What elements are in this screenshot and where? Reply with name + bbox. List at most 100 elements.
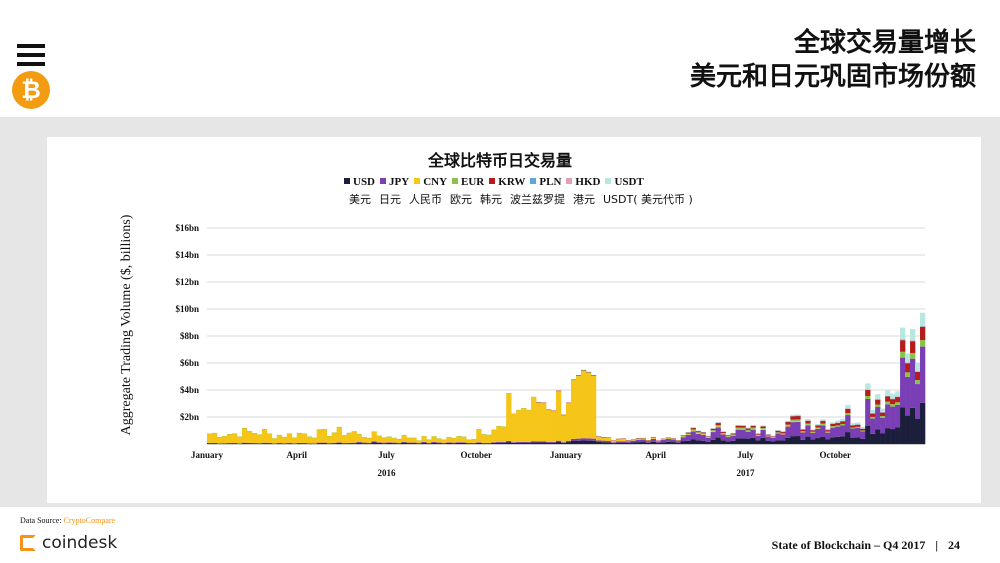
bar-eur: [900, 351, 906, 358]
bar-usd: [595, 442, 602, 444]
bar-jpy: [840, 425, 846, 437]
bar-usd: [241, 443, 248, 444]
source-link[interactable]: CryptoCompare: [63, 516, 116, 525]
bar-jpy: [556, 440, 562, 443]
bar-eur: [805, 423, 811, 425]
bar-usd: [780, 440, 786, 444]
bar-cny: [246, 431, 253, 443]
bar-usd: [620, 442, 627, 444]
bar-cny: [790, 421, 796, 423]
bar-usd: [865, 425, 871, 444]
bar-krw: [845, 408, 851, 414]
bar-usd: [695, 440, 701, 444]
bar-krw: [875, 399, 881, 405]
bar-eur: [845, 413, 851, 416]
bar-cny: [575, 376, 582, 439]
bar-krw: [775, 430, 781, 433]
bar-usd: [905, 415, 911, 444]
x-tick-label: January: [191, 450, 224, 460]
bar-cny: [476, 429, 482, 443]
bar-jpy: [516, 441, 522, 443]
bar-cny: [590, 376, 597, 439]
bar-usdt: [715, 422, 721, 423]
bar-eur: [720, 433, 726, 434]
bar-usd: [815, 438, 821, 444]
bar-cny: [326, 436, 332, 444]
bar-eur: [795, 419, 801, 422]
year-label: 2016: [378, 468, 397, 478]
bar-usd: [516, 442, 522, 444]
bar-usdt: [795, 414, 801, 416]
bar-cny: [570, 380, 577, 439]
bar-usdt: [805, 419, 811, 421]
bar-jpy: [745, 431, 751, 439]
bar-jpy: [531, 441, 537, 443]
bar-usd: [660, 442, 667, 444]
bar-usd: [207, 443, 213, 444]
bar-jpy: [900, 357, 906, 408]
bar-eur: [905, 372, 911, 377]
bar-cny: [526, 410, 532, 442]
legend-item-hkd: HKD: [566, 176, 600, 188]
x-tick-label: July: [737, 450, 754, 460]
bar-eur: [770, 436, 776, 438]
bar-usd: [256, 443, 263, 444]
bar-cny: [785, 425, 791, 427]
bar-krw: [770, 436, 776, 437]
chart-title: 全球比特币日交易量: [427, 151, 572, 170]
footer-separator: |: [935, 538, 938, 552]
bar-krw: [705, 436, 711, 437]
bar-jpy: [566, 440, 572, 443]
bar-usd: [446, 442, 452, 444]
bar-usd: [331, 443, 337, 444]
bar-jpy: [680, 437, 686, 442]
bar-usd: [705, 441, 711, 444]
bar-krw: [785, 421, 791, 425]
bar-usd: [715, 437, 721, 444]
bar-jpy: [650, 438, 657, 442]
bar-jpy: [675, 441, 681, 443]
bar-jpy: [850, 428, 856, 438]
menu-icon[interactable]: [17, 44, 45, 66]
bar-cny: [316, 429, 322, 443]
bar-usd: [585, 440, 592, 444]
bar-krw: [780, 431, 786, 434]
bar-krw: [900, 340, 906, 352]
bar-usd: [860, 438, 866, 444]
bar-jpy: [885, 404, 891, 429]
bar-usd: [835, 436, 841, 444]
bar-cny: [241, 428, 248, 443]
bar-cny: [361, 437, 367, 443]
legend-swatch: [605, 178, 612, 184]
bar-krw: [710, 428, 716, 431]
legend-label-cn: 美元: [349, 193, 371, 206]
bar-usd: [326, 443, 332, 444]
bar-usd: [790, 436, 796, 444]
bar-cny: [251, 433, 258, 444]
bar-jpy: [920, 346, 926, 403]
bar-jpy: [795, 421, 801, 437]
bar-usd: [840, 436, 846, 444]
bar-cny: [431, 436, 437, 443]
bar-eur: [750, 427, 756, 429]
bar-usd: [411, 443, 417, 444]
bar-cny: [511, 413, 517, 443]
bar-krw: [905, 363, 911, 373]
bar-jpy: [735, 429, 741, 439]
bar-jpy: [755, 435, 761, 441]
bar-cny: [620, 439, 627, 442]
bar-usd: [266, 443, 273, 444]
bar-usdt: [885, 390, 891, 396]
footer-report: State of Blockchain – Q4 2017 | 24: [772, 538, 960, 553]
bar-usd: [710, 439, 716, 444]
bar-krw: [735, 425, 741, 428]
bar-eur: [585, 372, 592, 373]
bar-jpy: [590, 438, 597, 441]
bar-usd: [675, 442, 681, 444]
bar-jpy: [645, 441, 652, 443]
bar-krw: [790, 416, 796, 420]
bar-jpy: [575, 438, 582, 441]
bitcoin-icon: ₿: [12, 71, 50, 109]
bar-jpy: [446, 442, 452, 443]
bar-jpy: [825, 432, 831, 440]
